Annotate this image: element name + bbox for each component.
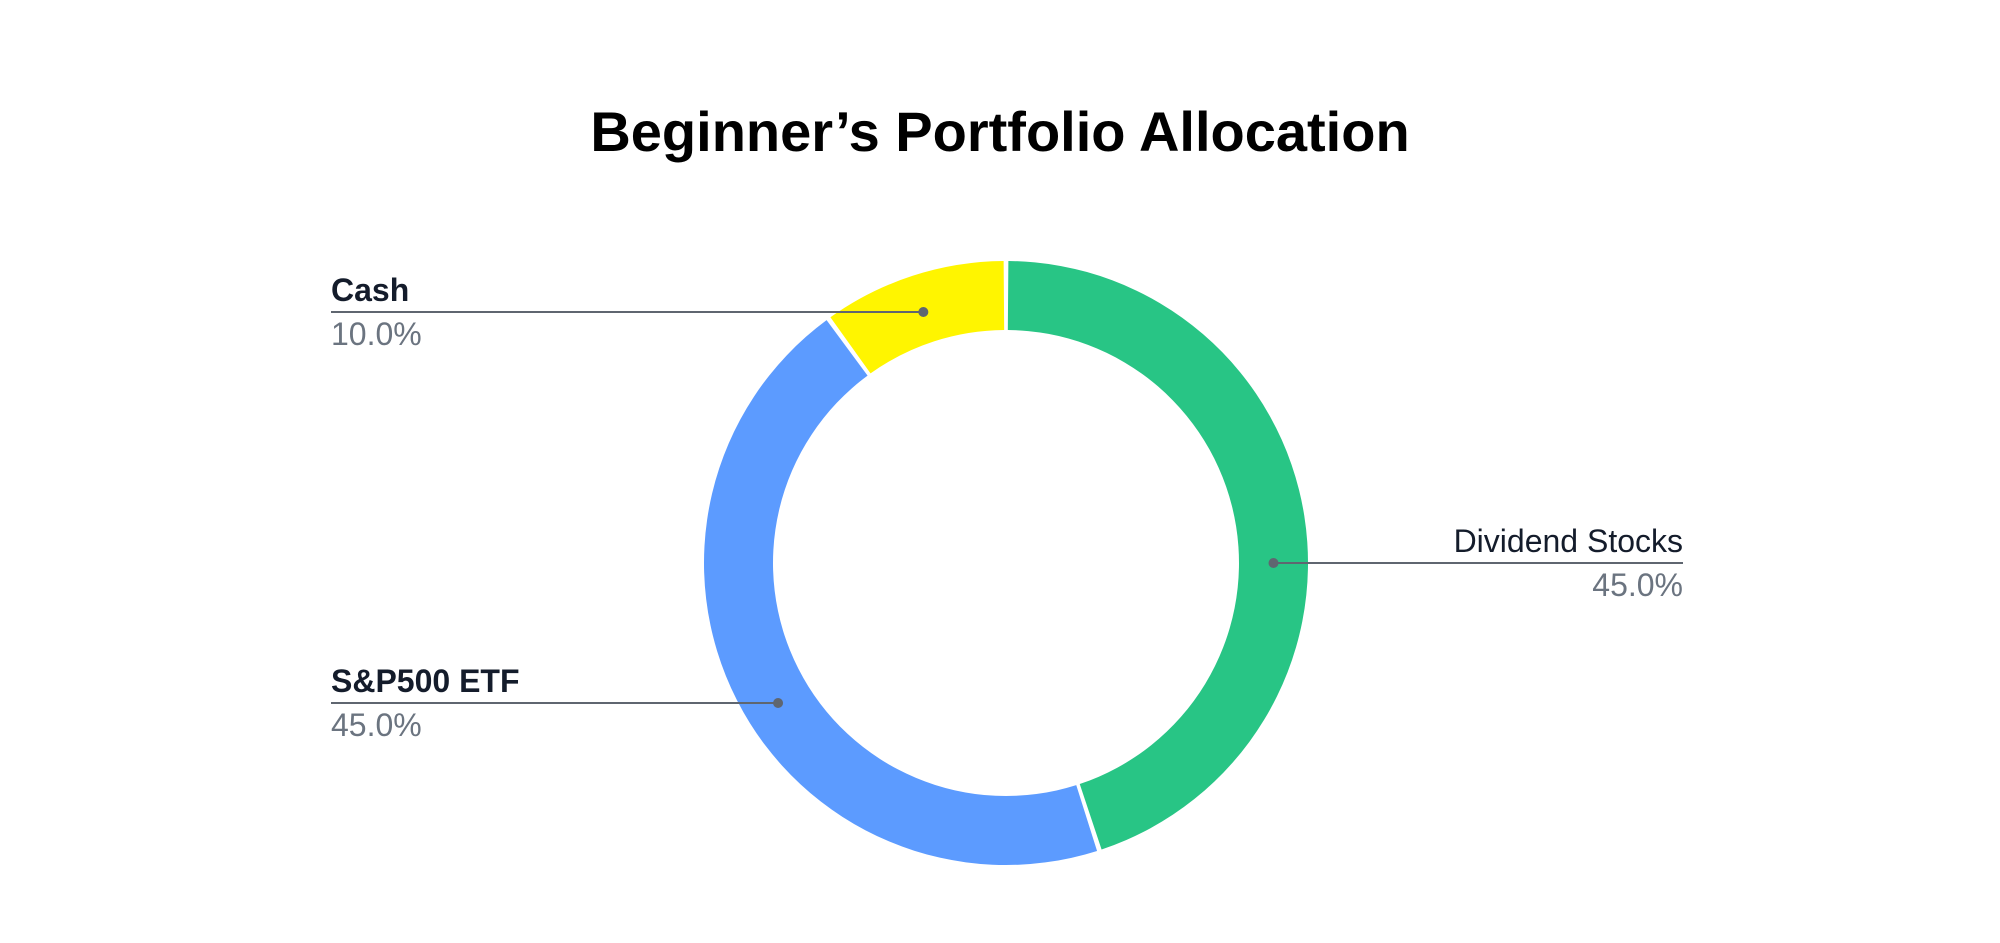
slice-value-cash: 10.0% [331,316,422,352]
slice-label-dividend-stocks: Dividend Stocks [1454,523,1683,559]
slice-value-s-p500-etf: 45.0% [331,707,422,743]
slice-label-s-p500-etf: S&P500 ETF [331,663,520,699]
slice-cash [830,261,1005,374]
slices-layer [704,261,1308,865]
leader-dot-dividend-stocks [1268,558,1279,568]
chart-title: Beginner’s Portfolio Allocation [590,100,1410,163]
labels-layer: Dividend Stocks 45.0% S&P500 ETF 45.0% Cash 1… [331,272,1683,743]
slice-s-p500-etf [704,320,1098,865]
leader-dot-cash [918,307,929,317]
slice-dividend-stocks [1007,261,1308,850]
leader-dot-s-p500-etf [773,698,784,708]
slice-label-cash: Cash [331,272,409,308]
slice-value-dividend-stocks: 45.0% [1592,567,1683,603]
